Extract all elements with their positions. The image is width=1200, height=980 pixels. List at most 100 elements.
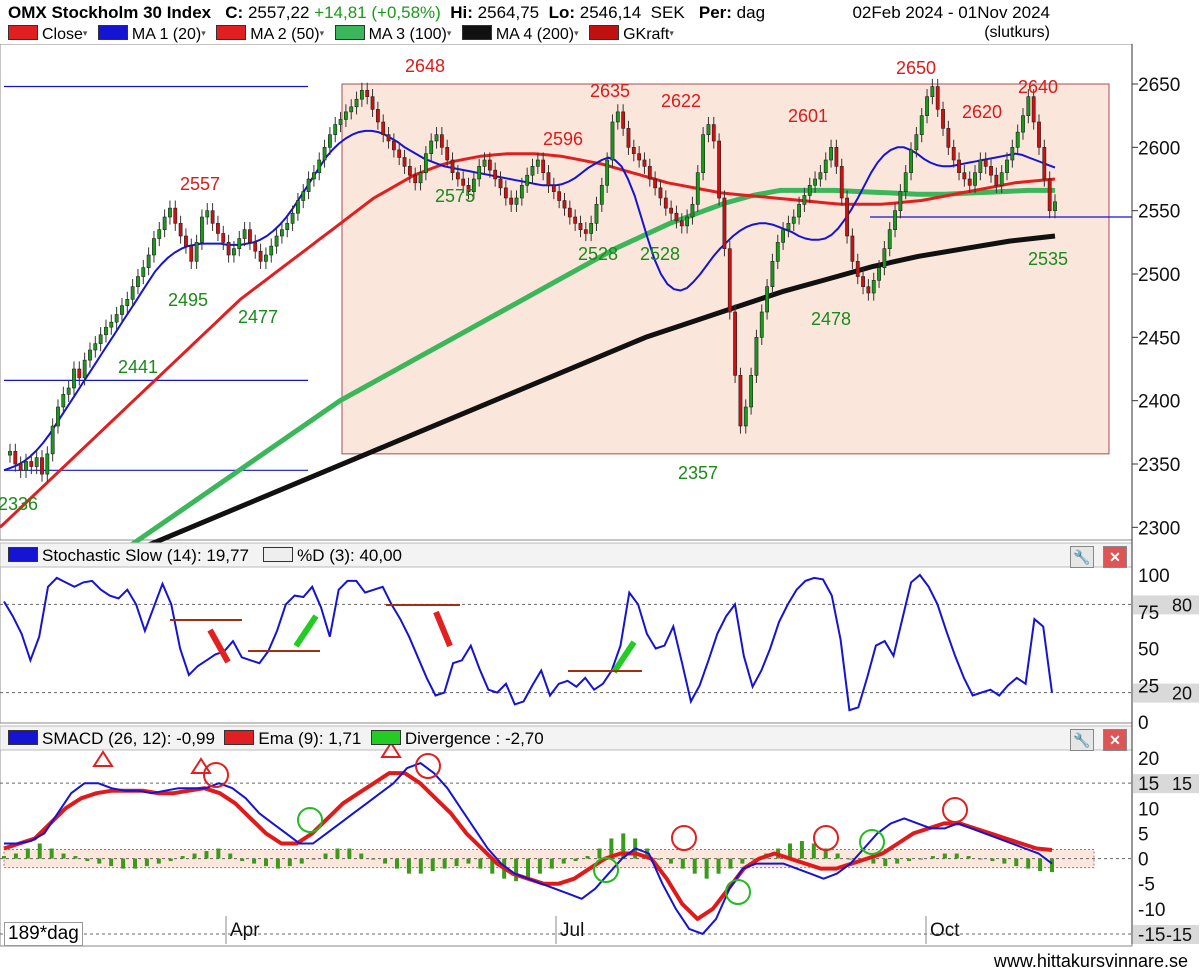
annotation-high: 2635 bbox=[590, 81, 630, 101]
candle bbox=[157, 229, 162, 239]
candle bbox=[264, 254, 268, 262]
candle bbox=[775, 242, 780, 262]
cross-marker bbox=[297, 807, 323, 833]
cross-marker bbox=[859, 829, 885, 855]
legend-label: GKraft bbox=[623, 26, 670, 43]
candle bbox=[29, 461, 34, 467]
divergence-bar bbox=[919, 858, 923, 860]
legend-label: MA 2 (50) bbox=[250, 26, 320, 43]
divergence-bar bbox=[240, 858, 245, 862]
candle bbox=[647, 166, 652, 180]
candle bbox=[749, 375, 753, 408]
legend-close[interactable]: Close▾ bbox=[8, 25, 87, 44]
dropdown-icon[interactable]: ▾ bbox=[201, 28, 206, 38]
divergence-bar bbox=[466, 858, 471, 864]
candle bbox=[359, 90, 364, 100]
close-icon[interactable]: ✕ bbox=[1103, 546, 1127, 568]
close-icon[interactable]: ✕ bbox=[1103, 729, 1127, 751]
dropdown-icon[interactable]: ▾ bbox=[446, 28, 452, 38]
cross-marker bbox=[671, 825, 697, 851]
candle bbox=[530, 166, 535, 176]
candle bbox=[967, 178, 972, 186]
candle bbox=[194, 242, 199, 262]
candle bbox=[706, 124, 711, 135]
dropdown-icon[interactable]: ▾ bbox=[669, 28, 674, 38]
candle bbox=[205, 210, 210, 218]
wrench-icon[interactable]: 🔧 bbox=[1070, 546, 1094, 568]
candle bbox=[82, 359, 87, 379]
legend-ma3[interactable]: MA 3 (100)▾ bbox=[334, 25, 452, 44]
candle bbox=[258, 250, 263, 262]
candle bbox=[413, 174, 418, 184]
divergence-bar bbox=[692, 858, 697, 874]
candle bbox=[1026, 96, 1031, 116]
divergence-bar bbox=[716, 858, 721, 874]
candle bbox=[893, 210, 897, 230]
legend-gkraft[interactable]: GKraft▾ bbox=[589, 25, 674, 44]
divergence-bar bbox=[847, 858, 852, 860]
divergence-bar bbox=[1002, 858, 1007, 864]
candle bbox=[317, 159, 322, 173]
interval-label[interactable]: 189*dag bbox=[4, 922, 83, 946]
close-value: 2557,22 bbox=[247, 3, 310, 22]
candle bbox=[541, 159, 546, 173]
candle bbox=[503, 187, 508, 199]
stochastic-header: Stochastic Slow (14): 19,77 %D (3): 40,0… bbox=[8, 546, 402, 566]
ma50-line bbox=[0, 152, 1056, 529]
divergence-bar bbox=[37, 843, 42, 859]
divergence-bar bbox=[85, 858, 90, 862]
level-badge bbox=[1133, 774, 1199, 794]
candle bbox=[1010, 147, 1015, 161]
annotation-high: 2620 bbox=[962, 102, 1002, 122]
dropdown-icon[interactable]: ▾ bbox=[574, 28, 579, 38]
candle bbox=[397, 149, 402, 158]
cross-marker bbox=[593, 857, 619, 883]
divergence-bar bbox=[1014, 858, 1019, 867]
candle bbox=[845, 197, 849, 237]
macd-tick-label: 10 bbox=[1138, 799, 1159, 820]
legend-ma2[interactable]: MA 2 (50)▾ bbox=[216, 25, 324, 44]
candle bbox=[125, 299, 130, 306]
divergence-bar bbox=[561, 858, 566, 864]
macd-label: SMACD (26, 12): -0,99 bbox=[42, 729, 215, 748]
y-tick-label: 2350 bbox=[1138, 455, 1180, 476]
y-tick-label: 2650 bbox=[1138, 75, 1180, 96]
candle bbox=[631, 147, 636, 154]
y-tick-label: 2550 bbox=[1138, 202, 1180, 223]
stochastic-tick-label: 25 bbox=[1138, 676, 1159, 697]
candle bbox=[1005, 159, 1009, 173]
annotation-high: 2640 bbox=[1018, 77, 1058, 97]
candle bbox=[349, 106, 354, 113]
candle bbox=[477, 166, 482, 180]
candle bbox=[861, 276, 865, 287]
candle bbox=[72, 368, 76, 389]
candle bbox=[514, 197, 519, 205]
divergence-bar bbox=[621, 833, 626, 859]
dropdown-icon[interactable]: ▾ bbox=[319, 28, 325, 38]
candle bbox=[402, 157, 407, 167]
divergence-bar bbox=[478, 858, 483, 869]
macd-frame bbox=[0, 725, 1133, 947]
dropdown-icon[interactable]: ▾ bbox=[82, 28, 88, 38]
divergence-bar bbox=[668, 858, 673, 864]
candle bbox=[445, 147, 450, 161]
candle bbox=[663, 197, 668, 209]
legend-swatch bbox=[334, 25, 365, 40]
candle bbox=[301, 191, 306, 201]
candle bbox=[56, 406, 60, 427]
divergence-bar bbox=[1026, 858, 1031, 869]
annotation-low: 2528 bbox=[640, 244, 680, 264]
candle bbox=[909, 149, 913, 173]
wrench-icon[interactable]: 🔧 bbox=[1070, 729, 1094, 751]
y-tick-label: 2400 bbox=[1138, 392, 1180, 413]
candle bbox=[370, 96, 375, 110]
candle bbox=[583, 229, 588, 234]
candle bbox=[562, 200, 567, 209]
legend-ma4[interactable]: MA 4 (200)▾ bbox=[461, 25, 579, 44]
candle bbox=[184, 235, 188, 247]
candle bbox=[903, 172, 908, 192]
divergence-bar bbox=[799, 840, 804, 859]
signal-arrow bbox=[293, 614, 319, 648]
legend-ma1[interactable]: MA 1 (20)▾ bbox=[97, 25, 206, 44]
